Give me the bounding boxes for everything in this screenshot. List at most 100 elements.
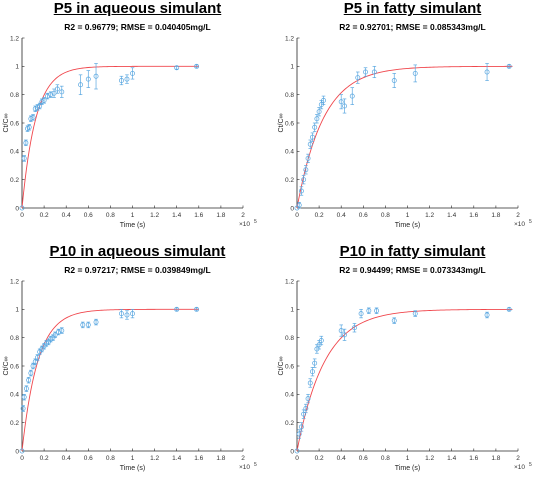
chart-plot: 0 0.2 0.4 0.6 0.8 1 1.2 1.4 1.6 1.8 2 0 0.2 0.4 0.6 0.8… — [278, 278, 532, 472]
x-tick-label: 1.8 — [216, 455, 225, 462]
data-point — [41, 97, 47, 103]
x-tick-label: 0.8 — [106, 212, 115, 219]
x-tick-label: 1.2 — [150, 455, 159, 462]
x-exponent-label: ×10 — [239, 464, 250, 471]
data-point — [298, 188, 304, 194]
data-point — [301, 411, 307, 417]
data-point — [78, 82, 84, 88]
data-point — [23, 140, 29, 146]
x-tick-label: 0.2 — [315, 212, 324, 219]
chart-plot: 0 0.2 0.4 0.6 0.8 1 1.2 1.4 1.6 1.8 2 0 0.2 0.4 0.6 0.8… — [3, 35, 257, 229]
data-point — [26, 124, 32, 130]
y-tick-label: 0.2 — [285, 420, 294, 427]
data-point — [118, 78, 124, 83]
data-point — [484, 312, 490, 318]
data-point — [80, 322, 86, 328]
fit-curve — [21, 65, 199, 209]
x-tick-label: 0.6 — [359, 212, 368, 219]
data-point — [30, 363, 36, 369]
y-tick-label: 1.2 — [285, 278, 294, 285]
y-tick-label: 0.4 — [285, 149, 294, 156]
x-tick-label: 1 — [131, 212, 135, 219]
x-tick-label: 0.4 — [337, 212, 346, 219]
x-exponent-value: 5 — [529, 219, 532, 225]
x-tick-label: 2 — [516, 212, 520, 219]
data-point — [19, 448, 25, 454]
data-point — [294, 448, 300, 454]
data-point — [174, 306, 180, 312]
x-axis-label: Time (s) — [120, 465, 145, 472]
x-tick-label: 0.2 — [315, 455, 324, 462]
x-tick-label: 0.4 — [62, 455, 71, 462]
data-point — [342, 332, 347, 338]
x-tick-label: 1 — [406, 455, 410, 462]
x-exponent-label: ×10 — [239, 221, 250, 228]
x-tick-label: 0 — [20, 212, 24, 219]
x-tick-label: 0.8 — [381, 455, 390, 462]
data-point — [20, 406, 26, 411]
data-point — [21, 394, 27, 400]
data-point — [310, 369, 315, 375]
y-tick-label: 1 — [15, 64, 19, 71]
data-point — [93, 73, 99, 79]
data-point — [93, 319, 99, 325]
data-point — [28, 370, 34, 376]
x-tick-label: 0.6 — [84, 455, 93, 462]
data-point — [59, 328, 65, 334]
x-exponent-value: 5 — [254, 462, 257, 468]
data-point — [307, 380, 313, 386]
data-point — [130, 70, 135, 76]
data-point — [307, 141, 313, 147]
data-point — [391, 78, 397, 83]
x-tick-label: 0.4 — [337, 455, 346, 462]
chart-title: P10 in fatty simulant — [339, 243, 486, 260]
data-point — [366, 308, 372, 314]
data-point — [174, 65, 180, 71]
data-point — [30, 114, 36, 120]
y-tick-label: 0.2 — [10, 420, 19, 427]
chart-subtitle: R2 = 0.96779; RMSE = 0.040405mg/L — [64, 22, 211, 32]
x-tick-label: 1.2 — [425, 455, 434, 462]
y-tick-label: 0.6 — [10, 363, 19, 370]
x-tick-label: 1.8 — [491, 455, 500, 462]
y-tick-label: 0.8 — [10, 335, 19, 342]
x-axis-label: Time (s) — [120, 222, 145, 229]
x-tick-label: 1.4 — [447, 212, 456, 219]
chart-panel-p10-aqueous: P10 in aqueous simulant R2 = 0.97217; RM… — [0, 239, 275, 478]
chart-plot: 0 0.2 0.4 0.6 0.8 1 1.2 1.4 1.6 1.8 2 0 0.2 0.4 0.6 0.8… — [278, 35, 532, 229]
data-point — [358, 311, 364, 317]
y-tick-label: 0.4 — [10, 149, 19, 156]
x-tick-label: 0.8 — [106, 455, 115, 462]
data-point — [305, 396, 311, 402]
data-point — [391, 318, 397, 324]
data-point — [194, 306, 200, 312]
x-tick-label: 0 — [295, 212, 299, 219]
x-tick-label: 0 — [295, 455, 299, 462]
data-point — [355, 75, 361, 81]
x-tick-label: 1.2 — [425, 212, 434, 219]
x-tick-label: 0.6 — [359, 455, 368, 462]
data-point — [312, 360, 318, 366]
data-point — [349, 93, 355, 99]
x-tick-label: 1.2 — [150, 212, 159, 219]
data-point — [374, 308, 380, 314]
y-tick-label: 0.4 — [285, 392, 294, 399]
y-tick-label: 0.8 — [10, 92, 19, 99]
x-exponent-label: ×10 — [514, 221, 525, 228]
chart-subtitle: R2 = 0.94499; RMSE = 0.073343mg/L — [339, 265, 486, 275]
chart-subtitle: R2 = 0.92701; RMSE = 0.085343mg/L — [339, 22, 486, 32]
x-tick-label: 1.4 — [447, 455, 456, 462]
data-point — [301, 177, 307, 183]
x-tick-label: 2 — [241, 455, 245, 462]
data-point — [342, 103, 347, 109]
x-axis-label: Time (s) — [395, 465, 420, 472]
fit-curve — [21, 308, 199, 452]
y-tick-label: 1 — [290, 64, 294, 71]
data-point — [338, 328, 344, 334]
data-point — [54, 86, 60, 92]
x-exponent-label: ×10 — [514, 464, 525, 471]
y-tick-label: 1 — [290, 307, 294, 314]
data-point — [318, 338, 324, 343]
y-tick-label: 0.8 — [285, 335, 294, 342]
y-tick-label: 0.4 — [10, 392, 19, 399]
